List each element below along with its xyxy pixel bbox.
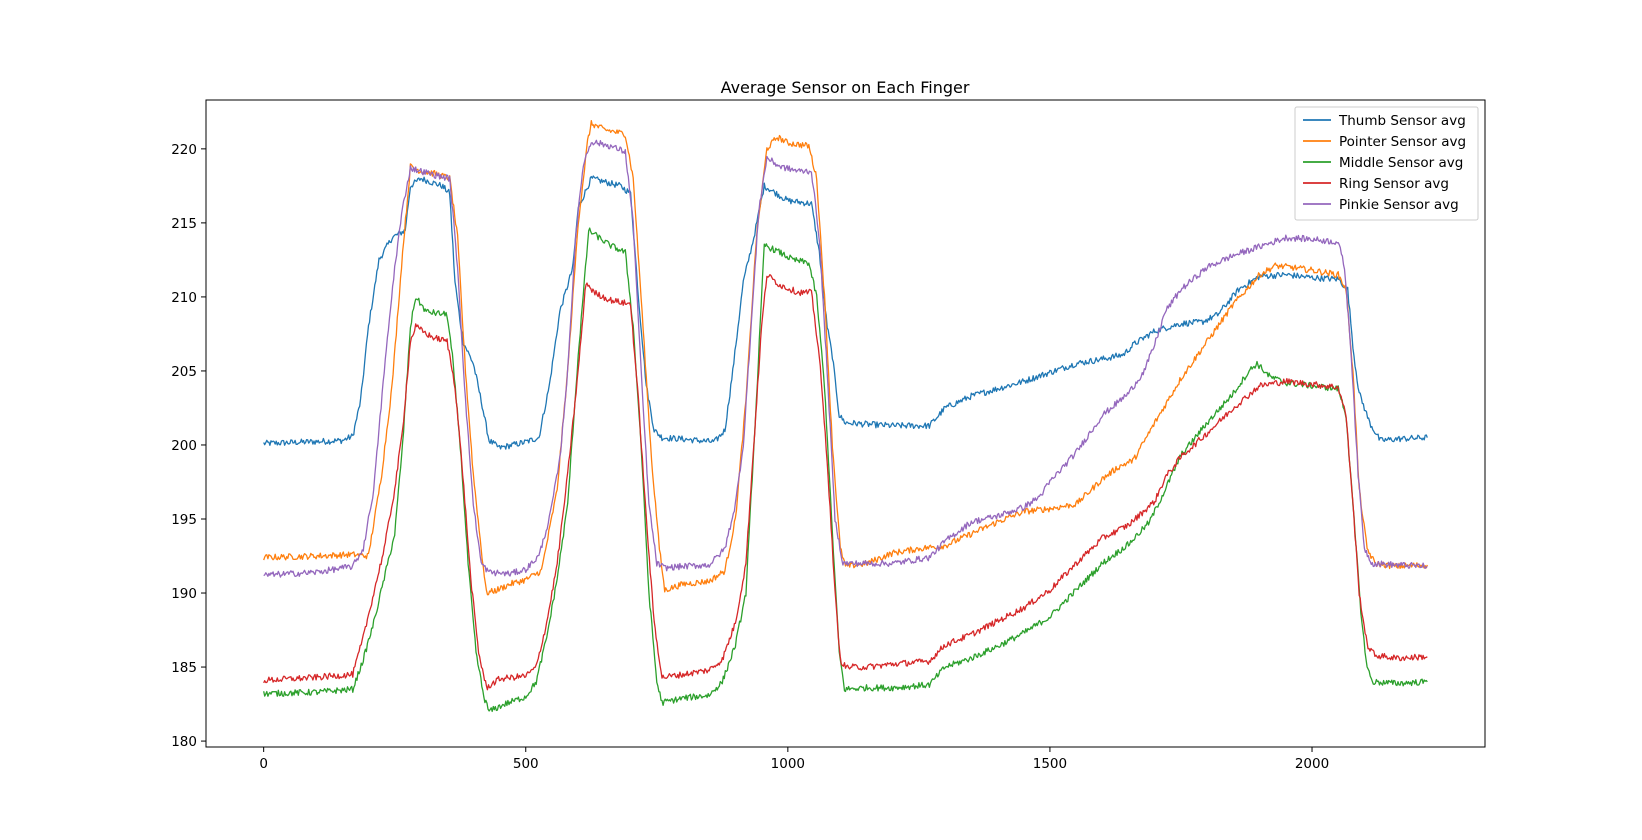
x-tick-label: 0 [259,756,268,772]
chart-title: Average Sensor on Each Finger [721,78,970,97]
y-tick-label: 215 [171,216,197,232]
series-line-ring-sensor-avg [263,274,1428,691]
y-tick-label: 210 [171,290,197,306]
y-tick-label: 185 [171,660,197,676]
x-tick-label: 1000 [771,756,805,772]
series-line-pointer-sensor-avg [263,120,1428,596]
y-tick-label: 205 [171,364,197,380]
legend-label-ring-sensor-avg: Ring Sensor avg [1339,176,1449,192]
x-tick-label: 2000 [1295,756,1329,772]
legend-box [1294,106,1479,221]
series-layer [263,120,1428,713]
y-tick-label: 220 [171,142,197,158]
x-tick-label: 500 [513,756,539,772]
legend-label-pinkie-sensor-avg: Pinkie Sensor avg [1339,197,1459,213]
y-tick-label: 195 [171,512,197,528]
series-line-thumb-sensor-avg [263,175,1428,450]
legend: Thumb Sensor avg Pointer Sensor avg Middle… [1294,106,1479,221]
series-line-pinkie-sensor-avg [263,139,1428,578]
plot-frame [205,99,1486,748]
legend-label-middle-sensor-avg: Middle Sensor avg [1339,155,1463,171]
legend-label-pointer-sensor-avg: Pointer Sensor avg [1339,134,1466,150]
legend-label-thumb-sensor-avg: Thumb Sensor avg [1338,113,1466,129]
y-tick-label: 200 [171,438,197,454]
axes-layer: 0 500 1000 1500 2000 180 185 190 195 200 205 210 215… [171,99,1486,772]
y-tick-label: 190 [171,586,197,602]
x-tick-label: 1500 [1033,756,1067,772]
y-tick-label: 180 [171,734,197,750]
